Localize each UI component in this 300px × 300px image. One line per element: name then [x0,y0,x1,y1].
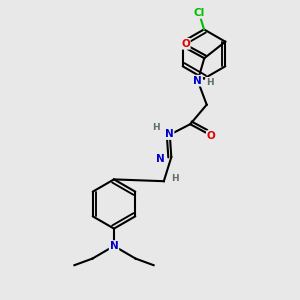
Text: H: H [171,174,179,183]
Text: O: O [207,131,216,141]
Text: Cl: Cl [194,8,205,18]
Text: N: N [110,241,118,251]
Text: N: N [193,76,202,86]
Text: H: H [206,78,214,87]
Text: N: N [156,154,165,164]
Text: N: N [165,129,174,139]
Text: H: H [152,123,160,132]
Text: O: O [181,39,190,49]
